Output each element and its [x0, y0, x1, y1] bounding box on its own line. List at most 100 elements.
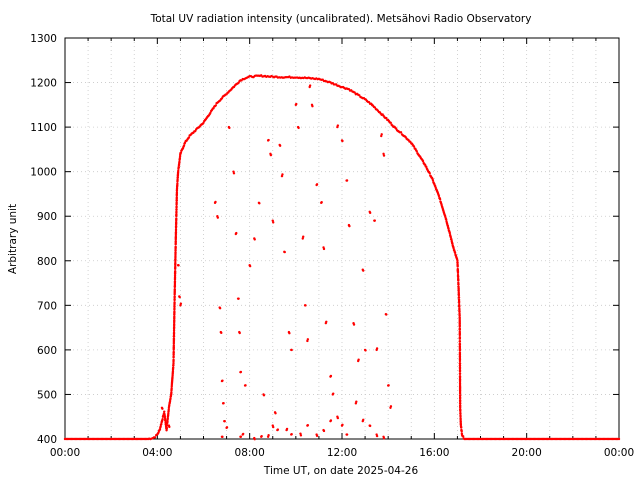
data-point — [373, 219, 376, 222]
data-point — [460, 426, 463, 429]
data-point — [172, 331, 176, 334]
data-point — [357, 358, 360, 361]
data-point — [399, 131, 403, 134]
data-point — [173, 288, 176, 291]
data-point — [336, 416, 340, 420]
data-point — [458, 349, 462, 352]
data-point — [457, 283, 460, 286]
data-point — [352, 323, 356, 326]
data-point — [221, 435, 224, 439]
data-point — [458, 397, 462, 400]
data-point — [173, 274, 177, 277]
data-point — [170, 387, 173, 390]
data-point — [315, 183, 319, 186]
data-point — [457, 296, 461, 299]
data-point — [458, 310, 461, 313]
data-point — [332, 392, 335, 395]
data-point — [458, 314, 461, 317]
data-point — [428, 172, 431, 175]
data-point — [385, 116, 388, 120]
data-point — [368, 211, 372, 215]
data-point — [451, 242, 454, 245]
data-point — [322, 429, 326, 433]
data-point — [371, 104, 374, 107]
data-point — [368, 424, 372, 428]
data-point — [456, 271, 460, 275]
y-tick-label: 1100 — [30, 122, 57, 134]
data-point — [355, 400, 358, 403]
data-point — [267, 138, 270, 142]
x-tick-label: 08:00 — [235, 447, 265, 459]
data-point — [329, 419, 333, 422]
data-point — [223, 420, 226, 423]
data-point — [174, 220, 178, 224]
data-point — [178, 295, 181, 299]
data-point — [329, 374, 333, 378]
data-point — [172, 325, 176, 329]
data-point — [172, 355, 175, 358]
x-tick-label: 00:00 — [50, 447, 80, 459]
data-point — [438, 198, 442, 201]
data-point — [274, 412, 277, 415]
data-point — [382, 154, 386, 157]
data-point — [174, 224, 178, 228]
data-point — [449, 236, 453, 239]
data-point — [173, 310, 176, 313]
data-point — [253, 238, 256, 241]
y-tick-label: 700 — [37, 300, 57, 312]
data-point — [174, 231, 178, 234]
data-point — [166, 420, 169, 423]
x-tick-label: 04:00 — [142, 447, 172, 459]
data-point — [461, 435, 465, 438]
data-point — [456, 275, 460, 279]
data-point — [173, 269, 177, 273]
data-points — [63, 74, 621, 441]
data-point — [158, 428, 162, 431]
data-point — [452, 247, 455, 250]
data-point — [220, 331, 223, 335]
data-point — [382, 436, 386, 440]
data-point — [375, 347, 379, 350]
data-point — [302, 235, 305, 238]
y-tick-label: 1000 — [30, 167, 57, 179]
data-point — [218, 307, 222, 310]
data-point — [159, 425, 162, 428]
data-point — [163, 410, 166, 413]
data-point — [297, 126, 300, 130]
data-point — [288, 332, 291, 335]
data-point — [172, 344, 176, 347]
data-point — [179, 151, 183, 154]
data-point — [239, 370, 243, 374]
data-point — [322, 247, 326, 251]
y-tick-label: 900 — [37, 211, 57, 223]
data-point — [177, 166, 180, 169]
data-point — [235, 231, 238, 235]
data-point — [269, 153, 273, 157]
data-point — [244, 384, 247, 387]
data-point — [299, 434, 303, 437]
y-axis-label: Arbitrary unit — [7, 204, 19, 274]
data-point — [174, 228, 178, 231]
data-point — [172, 358, 175, 362]
data-point — [177, 264, 180, 267]
data-point — [221, 379, 224, 382]
data-point — [225, 426, 229, 429]
data-point — [457, 293, 461, 297]
data-point — [458, 392, 462, 395]
data-point — [458, 328, 461, 331]
data-point — [304, 304, 307, 307]
data-point — [456, 259, 459, 262]
data-point — [178, 156, 182, 160]
data-point — [458, 362, 462, 365]
data-point — [262, 394, 266, 397]
data-point — [174, 240, 177, 243]
data-point — [364, 349, 367, 352]
data-point — [285, 427, 289, 431]
data-point — [283, 250, 286, 254]
data-point — [341, 423, 344, 426]
data-point — [272, 425, 275, 429]
data-point — [166, 417, 169, 420]
data-point — [458, 340, 462, 343]
data-point — [290, 432, 293, 436]
data-point — [173, 304, 176, 308]
